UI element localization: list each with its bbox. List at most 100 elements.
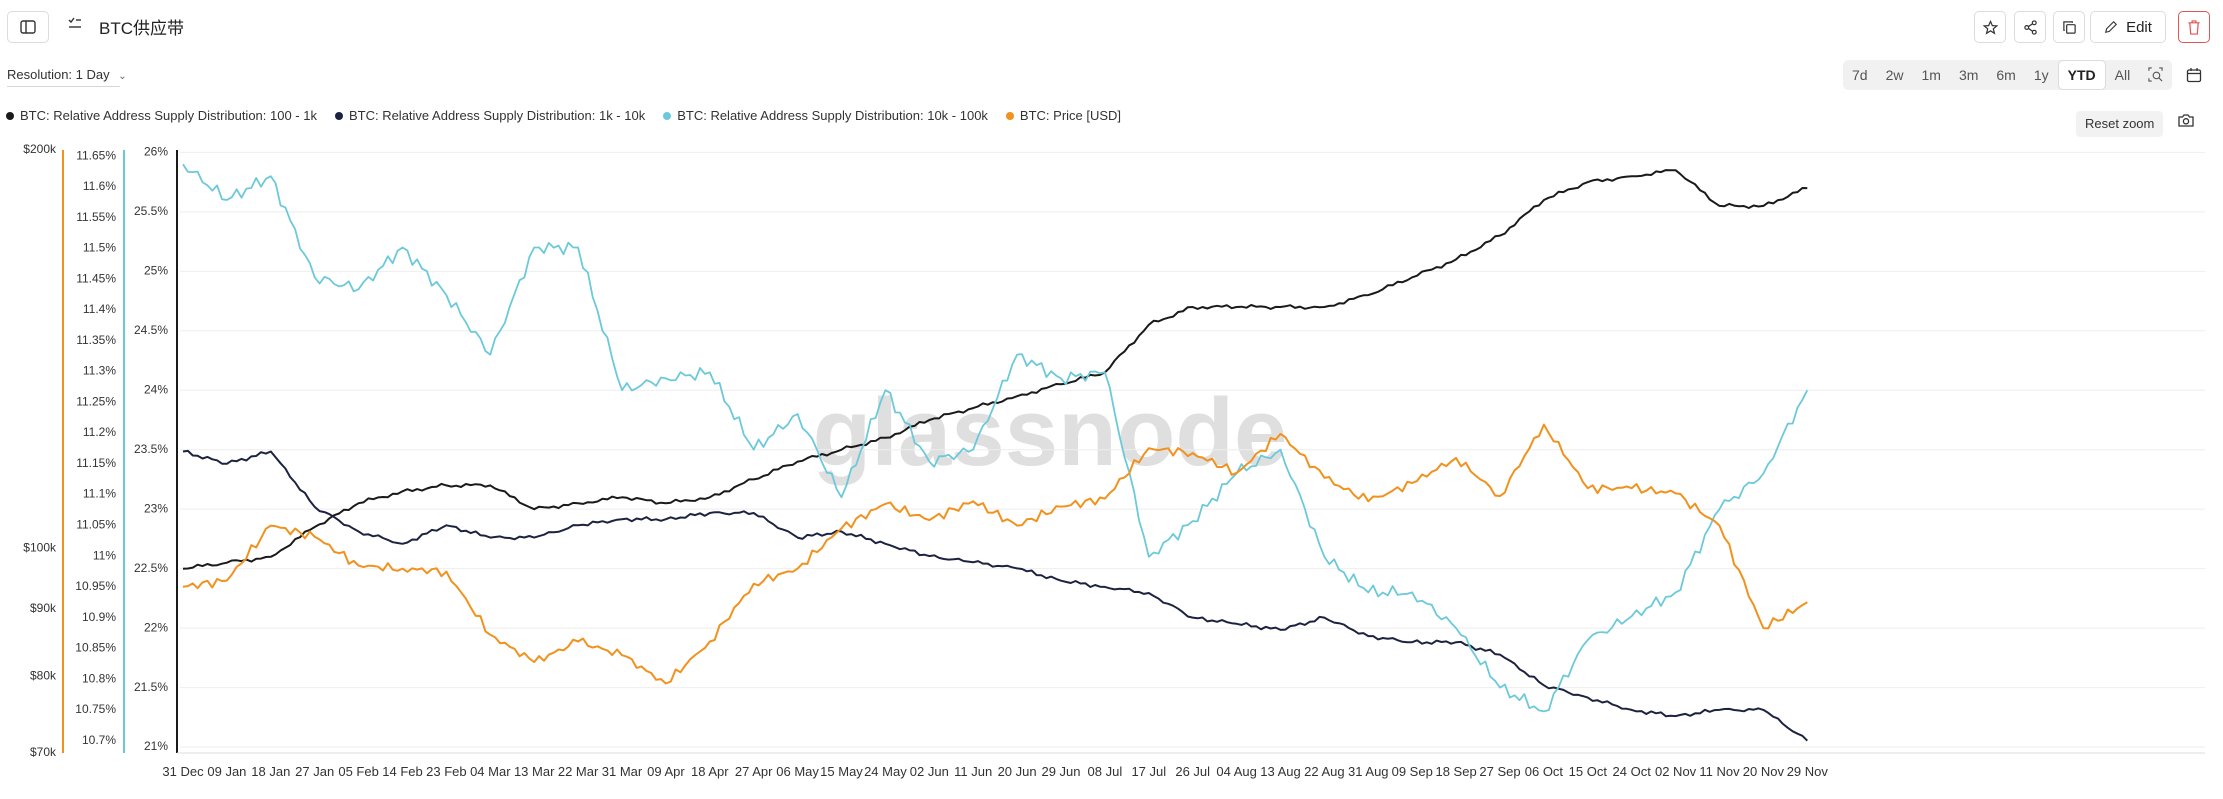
x-tick-label: 29 Jun xyxy=(1041,764,1080,779)
band-100-1k-tick-label: 25% xyxy=(144,263,168,277)
x-tick-label: 22 Mar xyxy=(558,764,599,779)
share-button[interactable] xyxy=(2014,11,2046,43)
band-1k-10k-tick-label: 10.85% xyxy=(75,641,116,655)
x-tick-label: 31 Mar xyxy=(602,764,643,779)
star-icon xyxy=(1982,19,1998,35)
series-line xyxy=(182,449,1809,742)
resolution-underline xyxy=(7,86,120,87)
x-tick-label: 11 Jun xyxy=(954,764,992,779)
x-tick-label: 05 Feb xyxy=(338,764,378,779)
x-tick-label: 23 Feb xyxy=(426,764,466,779)
legend-dot xyxy=(334,111,343,120)
legend-item-10k-100k[interactable]: BTC: Relative Address Supply Distributio… xyxy=(663,108,988,123)
range-tab-3m[interactable]: 3m xyxy=(1958,67,1979,83)
duplicate-button[interactable] xyxy=(2053,11,2085,43)
x-tick-label: 18 Sep xyxy=(1435,764,1476,779)
price-tick-label: $70k xyxy=(30,745,57,759)
list-settings-icon[interactable] xyxy=(67,16,83,37)
band-1k-10k-tick-label: 11.1% xyxy=(83,487,116,501)
x-tick-label: 27 Sep xyxy=(1479,764,1520,779)
range-tab-1y[interactable]: 1y xyxy=(2033,67,2049,83)
legend-label: BTC: Relative Address Supply Distributio… xyxy=(677,108,988,123)
band-1k-10k-tick-label: 11% xyxy=(93,548,116,562)
band-100-1k-tick-label: 23% xyxy=(144,501,168,515)
x-tick-label: 22 Aug xyxy=(1304,764,1345,779)
chart-legend: BTC: Relative Address Supply Distributio… xyxy=(6,108,1121,123)
reset-zoom-button[interactable]: Reset zoom xyxy=(2076,111,2164,137)
band-1k-10k-tick-label: 11.65% xyxy=(76,148,116,162)
band-100-1k-tick-label: 21.5% xyxy=(134,680,168,694)
x-tick-label: 13 Mar xyxy=(514,764,555,779)
band-1k-10k-tick-label: 11.55% xyxy=(76,210,116,224)
series-line xyxy=(182,169,1808,570)
resolution-select[interactable]: Resolution: 1 Day ⌄ xyxy=(7,67,127,82)
band-1k-10k-tick-label: 11.4% xyxy=(83,302,116,316)
band-100-1k-tick-label: 24% xyxy=(144,382,168,396)
band-1k-10k-tick-label: 11.3% xyxy=(83,364,116,378)
band-100-1k-tick-label: 22% xyxy=(144,620,168,634)
legend-dot xyxy=(1005,111,1014,120)
x-tick-label: 17 Jul xyxy=(1131,764,1166,779)
x-tick-label: 26 Jul xyxy=(1175,764,1210,779)
x-tick-label: 06 Oct xyxy=(1525,764,1564,779)
legend-dot xyxy=(663,111,672,120)
x-tick-label: 15 May xyxy=(820,764,863,779)
band-100-1k-tick-label: 21% xyxy=(144,739,168,753)
edit-button-label: Edit xyxy=(2126,18,2152,36)
legend-label: BTC: Price [USD] xyxy=(1019,108,1122,123)
range-tab-ytd[interactable]: YTD xyxy=(2057,60,2106,90)
date-picker-button[interactable] xyxy=(2186,60,2202,90)
legend-label: BTC: Relative Address Supply Distributio… xyxy=(20,108,317,123)
legend-dot xyxy=(6,111,14,120)
x-tick-label: 20 Jun xyxy=(998,764,1037,779)
price-tick-label: $80k xyxy=(30,668,57,682)
edit-button[interactable]: Edit xyxy=(2090,11,2166,43)
zoom-select-button[interactable] xyxy=(2139,60,2172,90)
x-tick-label: 31 Aug xyxy=(1348,764,1389,779)
x-tick-label: 09 Sep xyxy=(1392,764,1433,779)
range-tabs: 7d 2w 1m 3m 6m 1y YTD All xyxy=(1843,60,2173,90)
x-tick-label: 04 Mar xyxy=(470,764,511,779)
delete-button[interactable] xyxy=(2178,11,2210,43)
band-1k-10k-tick-label: 11.5% xyxy=(83,241,116,255)
band-100-1k-tick-label: 24.5% xyxy=(134,323,168,337)
x-tick-label: 13 Aug xyxy=(1260,764,1301,779)
x-tick-label: 09 Apr xyxy=(647,764,685,779)
x-tick-label: 04 Aug xyxy=(1216,764,1257,779)
top-bar: BTC供应带 Edit xyxy=(0,0,2223,54)
x-tick-label: 14 Feb xyxy=(382,764,422,779)
trash-icon xyxy=(2188,19,2200,35)
sidebar-toggle-button[interactable] xyxy=(7,11,49,43)
range-selector: 7d 2w 1m 3m 6m 1y YTD All xyxy=(1843,60,2202,90)
price-tick-label: $90k xyxy=(30,601,57,615)
legend-item-1k-10k[interactable]: BTC: Relative Address Supply Distributio… xyxy=(334,108,645,123)
calendar-icon xyxy=(2187,68,2202,83)
screenshot-button[interactable] xyxy=(2178,113,2194,131)
band-1k-10k-tick-label: 11.05% xyxy=(76,518,116,532)
x-tick-label: 09 Jan xyxy=(207,764,246,779)
range-tab-6m[interactable]: 6m xyxy=(1996,67,2016,83)
range-tab-2w[interactable]: 2w xyxy=(1885,67,1904,83)
range-tab-all[interactable]: All xyxy=(2114,67,2131,83)
legend-item-100-1k[interactable]: BTC: Relative Address Supply Distributio… xyxy=(6,108,317,123)
share-icon xyxy=(2023,19,2037,35)
band-1k-10k-tick-label: 10.7% xyxy=(82,733,116,747)
x-tick-label: 29 Nov xyxy=(1787,764,1829,779)
page-title: BTC供应带 xyxy=(99,19,184,38)
band-1k-10k-tick-label: 11.6% xyxy=(83,179,116,193)
range-tab-1m[interactable]: 1m xyxy=(1921,67,1941,83)
favorite-button[interactable] xyxy=(1974,11,2006,43)
range-tab-7d[interactable]: 7d xyxy=(1852,67,1868,83)
x-tick-label: 15 Oct xyxy=(1569,764,1608,779)
band-1k-10k-tick-label: 10.75% xyxy=(75,702,116,716)
x-tick-label: 24 May xyxy=(864,764,907,779)
pencil-icon xyxy=(2105,20,2118,34)
band-1k-10k-tick-label: 10.95% xyxy=(75,579,116,593)
x-tick-label: 06 May xyxy=(776,764,819,779)
x-tick-label: 08 Jul xyxy=(1088,764,1123,779)
chevron-down-icon: ⌄ xyxy=(118,71,127,82)
legend-item-price[interactable]: BTC: Price [USD] xyxy=(1005,108,1122,123)
watermark: glassnode xyxy=(813,379,1288,486)
band-1k-10k-tick-label: 11.2% xyxy=(83,425,116,439)
x-tick-label: 18 Jan xyxy=(251,764,290,779)
